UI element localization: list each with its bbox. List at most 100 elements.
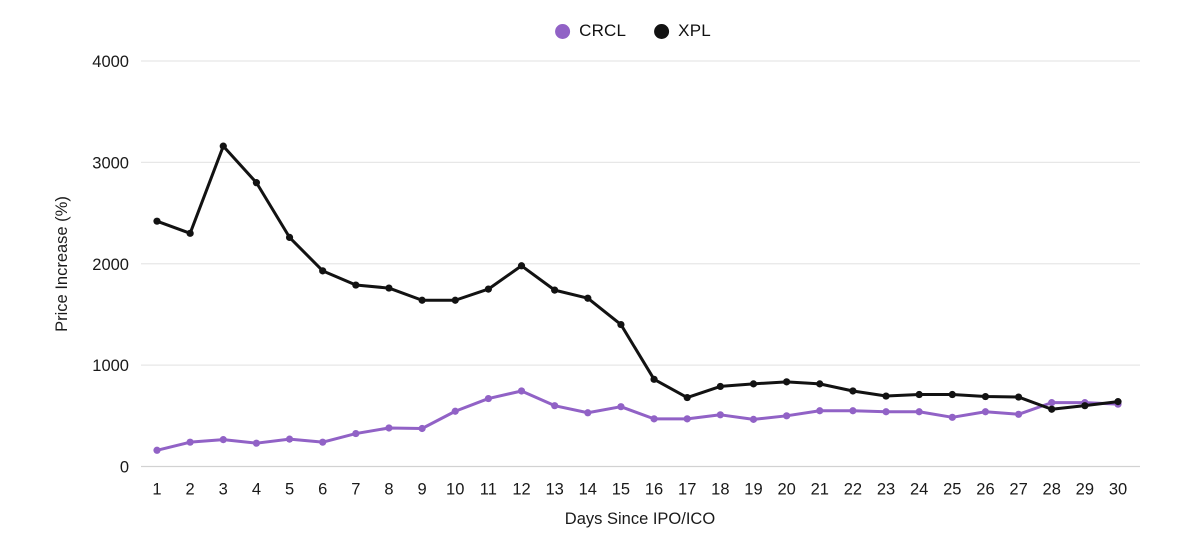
series-point-xpl	[1081, 402, 1089, 410]
x-tick-label: 25	[943, 481, 961, 499]
x-tick-label: 17	[678, 481, 696, 499]
series-point-xpl	[219, 142, 227, 150]
series-point-xpl	[1014, 393, 1023, 401]
series-point-xpl	[617, 320, 625, 329]
series-point-crcl	[650, 415, 658, 423]
series-point-xpl	[716, 382, 724, 391]
legend-dot-xpl	[654, 23, 670, 39]
series-point-crcl	[285, 435, 294, 443]
series-point-crcl	[716, 411, 724, 419]
legend-item-xpl[interactable]: XPL	[654, 21, 711, 41]
legend-dot-crcl	[555, 23, 571, 39]
x-tick-label: 3	[219, 481, 228, 499]
series-point-crcl	[418, 424, 426, 433]
legend-label-crcl: CRCL	[579, 21, 627, 40]
x-tick-label: 14	[579, 481, 597, 499]
series-point-xpl	[816, 380, 824, 388]
series-point-crcl	[617, 403, 625, 411]
x-tick-label: 11	[480, 481, 497, 499]
series-point-crcl	[451, 407, 459, 415]
x-tick-label: 23	[877, 481, 895, 499]
x-tick-label: 22	[844, 481, 862, 499]
series-point-xpl	[319, 267, 327, 275]
x-tick-label: 1	[152, 481, 161, 499]
x-tick-label: 4	[252, 481, 261, 499]
x-tick-label: 7	[351, 481, 360, 499]
series-point-crcl	[484, 394, 492, 403]
series-point-xpl	[948, 390, 956, 399]
x-axis-title: Days Since IPO/ICO	[565, 510, 716, 528]
series-point-crcl	[352, 429, 360, 438]
x-tick-label: 29	[1076, 481, 1094, 499]
series-point-xpl	[849, 387, 857, 395]
y-tick-label: 4000	[92, 53, 129, 71]
y-tick-label: 0	[120, 459, 129, 477]
x-tick-label: 15	[612, 481, 630, 499]
series-point-crcl	[683, 415, 691, 423]
chart-legend: CRCL XPL	[555, 21, 711, 41]
x-tick-label: 9	[418, 481, 427, 499]
series-point-xpl	[285, 233, 294, 241]
series-line-xpl	[155, 144, 1120, 411]
x-tick-label: 2	[186, 481, 195, 499]
x-tick-label: 21	[811, 481, 829, 499]
x-tick-label: 30	[1109, 481, 1127, 499]
series-point-crcl	[385, 424, 393, 432]
series-point-xpl	[551, 286, 559, 294]
series-point-xpl	[749, 380, 758, 388]
series-point-crcl	[816, 407, 824, 415]
series-line-crcl	[155, 389, 1120, 452]
series-layer	[153, 142, 1122, 454]
x-tick-label: 18	[711, 481, 729, 499]
series-point-crcl	[252, 439, 261, 447]
series-point-crcl	[749, 415, 758, 423]
series-point-xpl	[385, 284, 393, 292]
series-point-crcl	[551, 402, 559, 410]
series-point-crcl	[915, 408, 923, 416]
x-tick-label: 16	[645, 481, 663, 499]
x-tick-label: 6	[318, 481, 327, 499]
series-point-xpl	[981, 392, 990, 401]
series-point-xpl	[1114, 398, 1122, 406]
x-tick-label: 19	[744, 481, 762, 499]
series-point-crcl	[517, 387, 526, 395]
y-tick-label: 3000	[92, 154, 129, 172]
x-tick-label: 8	[384, 481, 393, 499]
series-point-crcl	[948, 413, 956, 421]
series-point-xpl	[683, 393, 691, 402]
x-tick-label: 27	[1009, 481, 1027, 499]
series-point-xpl	[186, 229, 194, 237]
x-tick-label: 13	[545, 481, 563, 499]
series-point-crcl	[1014, 410, 1023, 418]
series-point-xpl	[1048, 405, 1056, 413]
series-point-crcl	[849, 407, 857, 415]
series-point-crcl	[783, 412, 791, 420]
series-point-crcl	[981, 408, 990, 416]
series-point-xpl	[153, 217, 161, 225]
x-tick-label: 12	[512, 481, 530, 499]
x-tick-label: 26	[976, 481, 994, 499]
y-axis-title: Price Increase (%)	[53, 196, 71, 332]
series-point-xpl	[352, 281, 360, 289]
series-point-crcl	[584, 409, 592, 417]
series-point-xpl	[484, 285, 492, 293]
series-point-crcl	[153, 446, 161, 454]
series-point-xpl	[650, 375, 658, 383]
x-tick-label: 5	[285, 481, 294, 499]
series-point-xpl	[418, 296, 426, 304]
series-point-xpl	[252, 179, 261, 187]
series-point-xpl	[882, 392, 890, 400]
legend-item-crcl[interactable]: CRCL	[555, 21, 626, 41]
series-point-crcl	[882, 408, 890, 416]
series-point-crcl	[1048, 399, 1056, 407]
legend-label-xpl: XPL	[678, 21, 711, 40]
y-tick-label: 2000	[92, 256, 129, 274]
series-point-crcl	[186, 438, 194, 446]
x-tick-label: 24	[910, 481, 928, 499]
x-tick-label: 20	[777, 481, 795, 499]
x-tick-label: 28	[1043, 481, 1061, 499]
y-tick-label: 1000	[92, 357, 129, 375]
